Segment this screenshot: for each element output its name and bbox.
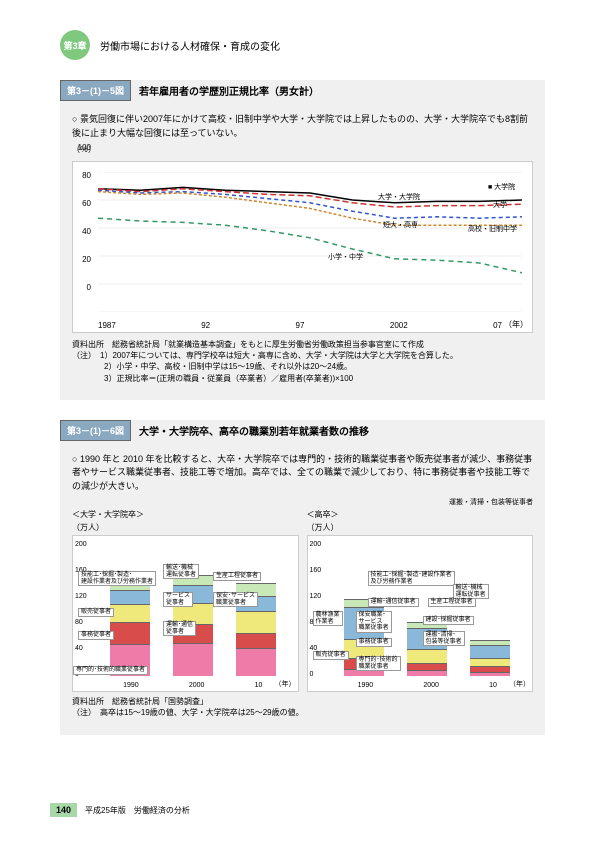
bar-chart-left: ＜大学・大学院卒＞ （万人） 040801201602001990200010（…	[72, 509, 299, 692]
bullet-text: ○ 1990 年と 2010 年を比較すると、大卒・大学院卒では専門的・技術的職…	[72, 453, 533, 494]
figure-number: 第3－(1)－6図	[60, 420, 131, 441]
bar-chart-right: ＜高卒＞ （万人） 040801201602001990200010（年）技能工…	[307, 509, 534, 692]
figure-title: 若年雇用者の学歴別正規比率（男女計）	[139, 83, 319, 98]
notes: 資料出所 総務省統計局「国勢調査」（注） 高卒は15～19歳の値、大学・大学院卒…	[72, 696, 533, 718]
page-footer: 140 平成25年版 労働経済の分析	[50, 803, 190, 817]
header-title: 労働市場における人材確保・育成の変化	[100, 38, 280, 53]
notes: 資料出所 総務省統計局「就業構造基本調査」をもとに厚生労働省労働政策担当参事官室…	[72, 339, 533, 384]
bullet-text: ○ 景気回復に伴い2007年にかけて高校・旧制中学や大学・大学院では上昇したもの…	[72, 113, 533, 140]
panel-1: 第3－(1)－5図 若年雇用者の学歴別正規比率（男女計） ○ 景気回復に伴い20…	[60, 80, 545, 400]
panel-2: 第3－(1)－6図 大学・大学院卒、高卒の職業別若年就業者数の推移 ○ 1990…	[60, 420, 545, 735]
line-chart: 020406080100 大学・大学院大学短大・高専高校・旧制中学小学・中学■ …	[72, 161, 533, 333]
page-number: 140	[50, 803, 77, 817]
page-header: 第3章 労働市場における人材確保・育成の変化	[60, 30, 545, 60]
figure-number: 第3－(1)－5図	[60, 80, 131, 101]
chapter-badge: 第3章	[60, 30, 90, 60]
footer-text: 平成25年版 労働経済の分析	[85, 805, 190, 816]
figure-title: 大学・大学院卒、高卒の職業別若年就業者数の推移	[139, 423, 369, 438]
y-axis-label: （％）	[72, 144, 533, 155]
